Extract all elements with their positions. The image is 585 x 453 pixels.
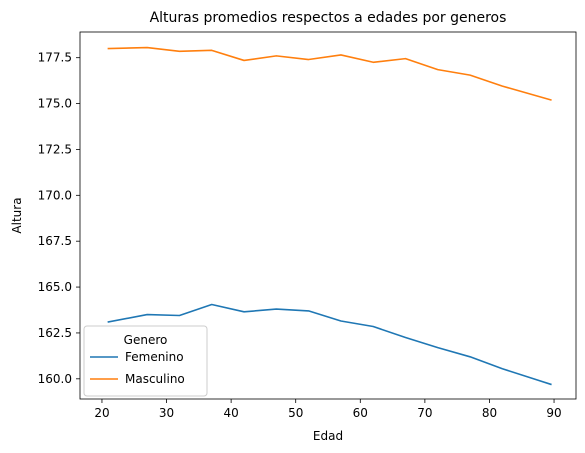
data-point-masculino (276, 55, 277, 56)
data-point-masculino (243, 60, 244, 61)
y-tick-label: 175.0 (38, 97, 72, 111)
data-point-femenino (502, 368, 503, 369)
data-point-femenino (211, 304, 212, 305)
legend-label-femenino: Femenino (125, 350, 184, 364)
data-point-femenino (243, 311, 244, 312)
x-tick-label: 50 (288, 406, 303, 420)
data-point-masculino (108, 48, 109, 49)
data-point-femenino (147, 314, 148, 315)
y-tick-label: 162.5 (38, 326, 72, 340)
data-point-masculino (211, 50, 212, 51)
data-point-masculino (373, 62, 374, 63)
data-point-femenino (276, 308, 277, 309)
legend-title: Genero (124, 333, 168, 347)
x-axis-title: Edad (313, 429, 343, 443)
data-point-masculino (340, 54, 341, 55)
data-point-masculino (405, 58, 406, 59)
data-point-masculino (308, 59, 309, 60)
data-point-masculino (502, 86, 503, 87)
y-tick-label: 170.0 (38, 188, 72, 202)
data-point-femenino (550, 384, 551, 385)
data-point-femenino (340, 320, 341, 321)
series-line-femenino (107, 303, 552, 386)
x-tick-label: 70 (417, 406, 432, 420)
data-point-masculino (147, 47, 148, 48)
plot-area (107, 46, 552, 386)
x-tick-label: 30 (159, 406, 174, 420)
x-tick-label: 80 (482, 406, 497, 420)
data-point-masculino (437, 69, 438, 70)
y-axis-title: Altura (10, 197, 24, 233)
x-tick-label: 60 (353, 406, 368, 420)
series-line-masculino (107, 46, 552, 101)
data-point-femenino (437, 347, 438, 348)
legend: Genero Femenino Masculino (83, 325, 208, 397)
data-point-femenino (308, 310, 309, 311)
axes: 20 30 40 50 60 70 80 90 160.0 162.5 165.0 167.5 170.… (38, 31, 577, 420)
y-tick-label: 172.5 (38, 142, 72, 156)
data-point-femenino (405, 337, 406, 338)
plot-frame (79, 31, 577, 400)
chart-title: Alturas promedios respectos a edades por… (150, 10, 507, 26)
x-tick-label: 90 (546, 406, 561, 420)
y-tick-label: 177.5 (38, 51, 72, 65)
y-tick-label: 160.0 (38, 372, 72, 386)
data-point-masculino (550, 99, 551, 100)
data-point-masculino (469, 75, 470, 76)
x-tick-label: 40 (223, 406, 238, 420)
data-point-femenino (373, 326, 374, 327)
data-point-masculino (179, 51, 180, 52)
data-point-femenino (179, 315, 180, 316)
data-point-femenino (108, 321, 109, 322)
data-point-femenino (469, 356, 470, 357)
x-tick-label: 20 (94, 406, 109, 420)
y-tick-label: 165.0 (38, 280, 72, 294)
y-tick-label: 167.5 (38, 234, 72, 248)
legend-label-masculino: Masculino (125, 372, 185, 386)
